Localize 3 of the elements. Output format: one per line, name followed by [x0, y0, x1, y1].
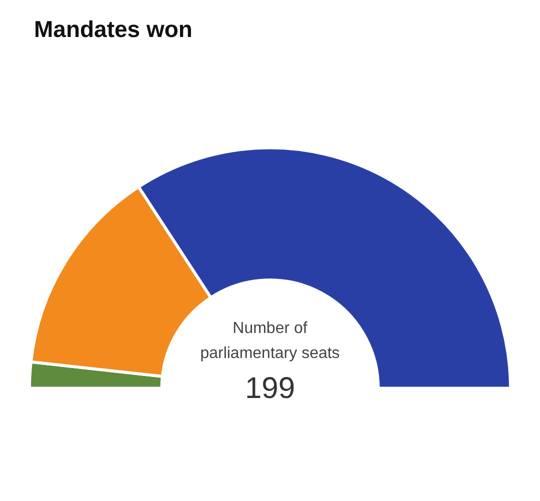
text: Number of parliamentary seats	[200, 319, 340, 364]
chart-title: Mandates won	[34, 16, 192, 43]
text: 199	[244, 372, 296, 406]
